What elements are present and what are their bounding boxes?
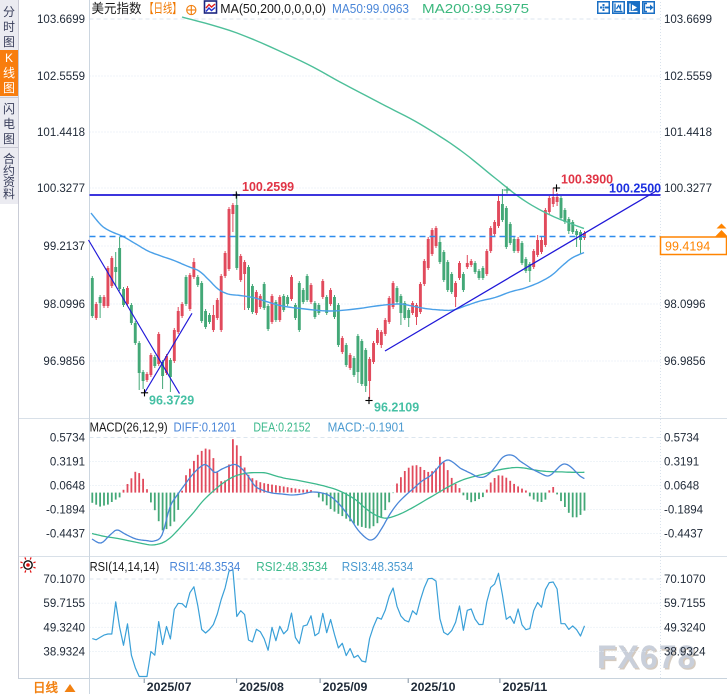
svg-text:49.3240: 49.3240 [43, 622, 85, 634]
svg-text:RSI1:48.3534: RSI1:48.3534 [170, 560, 241, 574]
svg-text:70.1070: 70.1070 [664, 574, 706, 586]
svg-text:FX678: FX678 [597, 639, 696, 675]
svg-text:96.9856: 96.9856 [43, 356, 85, 368]
svg-text:103.6699: 103.6699 [37, 14, 85, 26]
svg-text:0.5734: 0.5734 [50, 433, 86, 445]
svg-text:101.4418: 101.4418 [37, 127, 85, 139]
svg-text:日线: 日线 [33, 680, 59, 694]
svg-text:MACD:-0.1901: MACD:-0.1901 [328, 421, 405, 435]
svg-text:100.3900: 100.3900 [561, 173, 613, 187]
svg-text:美元指数: 美元指数 [92, 1, 142, 16]
svg-text:MA200:99.5975: MA200:99.5975 [422, 2, 529, 16]
svg-text:DIFF:0.1201: DIFF:0.1201 [174, 421, 237, 435]
svg-text:100.2599: 100.2599 [242, 180, 294, 194]
svg-text:59.7155: 59.7155 [664, 598, 706, 610]
svg-text:102.5559: 102.5559 [37, 71, 85, 83]
svg-text:96.9856: 96.9856 [664, 356, 706, 368]
svg-text:0.5734: 0.5734 [664, 433, 700, 445]
svg-text:RSI3:48.3534: RSI3:48.3534 [342, 560, 413, 574]
svg-text:70.1070: 70.1070 [43, 574, 85, 586]
svg-text:96.2109: 96.2109 [374, 401, 419, 415]
svg-text:-0.1894: -0.1894 [664, 505, 704, 517]
svg-text:MACD(26,12,9): MACD(26,12,9) [90, 421, 168, 435]
svg-text:38.9324: 38.9324 [664, 647, 706, 659]
svg-text:100.3277: 100.3277 [664, 183, 712, 195]
svg-text:【日线】: 【日线】 [144, 1, 181, 16]
svg-text:0.0648: 0.0648 [664, 481, 699, 493]
svg-text:99.4194: 99.4194 [665, 240, 710, 254]
svg-text:2025/11: 2025/11 [503, 680, 548, 694]
svg-text:2025/09: 2025/09 [323, 680, 368, 694]
svg-text:102.5559: 102.5559 [664, 71, 712, 83]
svg-text:98.0996: 98.0996 [664, 299, 706, 311]
svg-text:2025/07: 2025/07 [147, 680, 192, 694]
svg-text:-0.1894: -0.1894 [46, 505, 86, 517]
svg-text:59.7155: 59.7155 [43, 598, 85, 610]
svg-text:-0.4437: -0.4437 [664, 529, 703, 541]
svg-text:RSI2:48.3534: RSI2:48.3534 [256, 560, 327, 574]
svg-text:0.3191: 0.3191 [50, 457, 85, 469]
svg-text:0.0648: 0.0648 [50, 481, 85, 493]
svg-text:0.3191: 0.3191 [664, 457, 699, 469]
svg-text:103.6699: 103.6699 [664, 14, 712, 26]
svg-text:DEA:0.2152: DEA:0.2152 [253, 421, 310, 435]
svg-text:RSI(14,14,14): RSI(14,14,14) [90, 560, 160, 574]
svg-text:-0.4437: -0.4437 [46, 529, 85, 541]
svg-text:98.0996: 98.0996 [43, 299, 85, 311]
svg-text:2025/10: 2025/10 [411, 680, 456, 694]
svg-text:2025/08: 2025/08 [239, 680, 284, 694]
svg-text:96.3729: 96.3729 [149, 394, 194, 408]
svg-text:MA(50,200,0,0,0,0): MA(50,200,0,0,0,0) [220, 2, 326, 16]
svg-text:99.2137: 99.2137 [43, 241, 85, 253]
svg-text:FX678: FX678 [599, 641, 698, 677]
svg-text:MA50:99.0963: MA50:99.0963 [332, 2, 409, 16]
svg-text:101.4418: 101.4418 [664, 127, 712, 139]
svg-text:100.3277: 100.3277 [37, 183, 85, 195]
svg-text:100.2500: 100.2500 [609, 182, 661, 196]
svg-text:49.3240: 49.3240 [664, 622, 706, 634]
svg-text:38.9324: 38.9324 [43, 647, 85, 659]
